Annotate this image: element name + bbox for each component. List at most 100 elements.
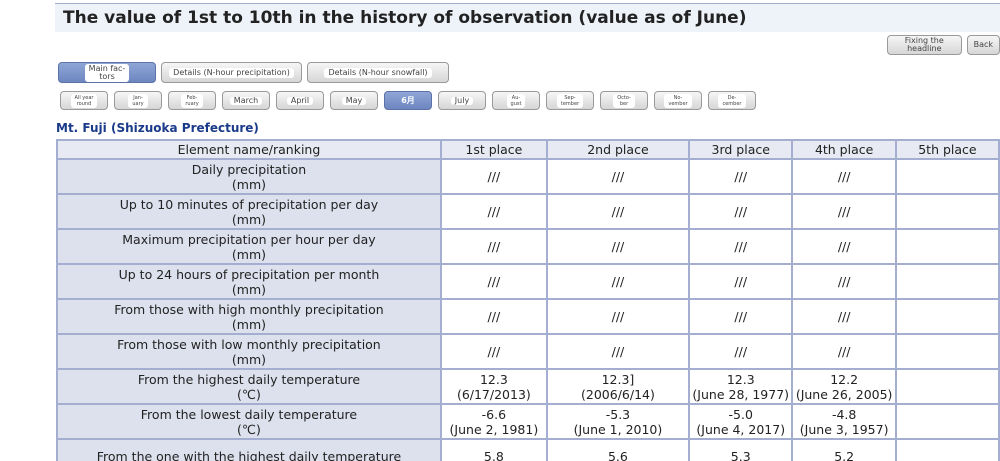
- element-name: From the lowest daily temperature (℃): [56, 403, 442, 440]
- column-header: 5th place: [894, 139, 1000, 160]
- element-name: Daily precipitation (mm): [56, 158, 442, 195]
- tab-button[interactable]: Main fac- tors: [58, 62, 156, 83]
- ranking-value: 12.3 (6/17/2013): [439, 368, 548, 405]
- month-button[interactable]: 6月: [384, 91, 432, 110]
- month-button[interactable]: Sep- tember: [546, 91, 594, 110]
- ranking-value: ///: [545, 193, 691, 230]
- ranking-value: -4.8 (June 3, 1957): [791, 403, 897, 440]
- tab-label: Main fac- tors: [84, 63, 130, 82]
- ranking-value: ///: [439, 193, 548, 230]
- cell: [894, 158, 1000, 195]
- table-row: Maximum precipitation per hour per day (…: [56, 228, 1000, 265]
- table-row: From those with low monthly precipitatio…: [56, 333, 1000, 370]
- ranking-value: ///: [791, 193, 897, 230]
- ranking-value: ///: [545, 158, 691, 195]
- tabs: Main fac- tors Details (N-hour precipitat…: [58, 62, 449, 83]
- cell: [894, 193, 1000, 230]
- month-button[interactable]: All year round: [60, 91, 108, 110]
- ranking-value: ///: [439, 333, 548, 370]
- tab-button[interactable]: Details (N-hour snowfall): [307, 62, 449, 83]
- table-row: From those with high monthly precipitati…: [56, 298, 1000, 335]
- ranking-value: -5.0 (June 4, 2017): [688, 403, 794, 440]
- ranking-value: ///: [439, 158, 548, 195]
- ranking-value: ///: [439, 263, 548, 300]
- month-label: March: [229, 96, 263, 105]
- month-button[interactable]: July: [438, 91, 486, 110]
- ranking-value: ///: [545, 263, 691, 300]
- header-row: Element name/ranking 1st place 2nd place 3r…: [56, 139, 1000, 160]
- month-button[interactable]: Au- gust: [492, 91, 540, 110]
- month-button[interactable]: No- vember: [654, 91, 702, 110]
- month-label: May: [341, 96, 367, 105]
- month-label: Octo- ber: [613, 93, 635, 108]
- top-buttons: Fixing the headline Back: [887, 35, 1000, 55]
- table-row: Daily precipitation (mm)////////////: [56, 158, 1000, 195]
- month-button[interactable]: Octo- ber: [600, 91, 648, 110]
- ranking-value: 5.6: [545, 438, 691, 461]
- month-label: Au- gust: [506, 93, 526, 108]
- ranking-value: ///: [688, 298, 794, 335]
- ranking-value: 5.8: [439, 438, 548, 461]
- ranking-value: ///: [791, 298, 897, 335]
- cell: [894, 228, 1000, 265]
- month-button[interactable]: April: [276, 91, 324, 110]
- month-button[interactable]: Feb- ruary: [168, 91, 216, 110]
- month-label: Feb- ruary: [181, 93, 203, 108]
- ranking-value: 12.2 (June 26, 2005): [791, 368, 897, 405]
- table-row: Up to 24 hours of precipitation per mont…: [56, 263, 1000, 300]
- ranking-value: ///: [439, 228, 548, 265]
- cell: [894, 368, 1000, 405]
- month-label: De- cember: [718, 93, 746, 108]
- table-row: From the highest daily temperature (℃) 12…: [56, 368, 1000, 405]
- ranking-table: Element name/ranking 1st place 2nd place 3r…: [56, 139, 1000, 461]
- month-button[interactable]: Jan- uary: [114, 91, 162, 110]
- ranking-value: -5.3 (June 1, 2010): [545, 403, 691, 440]
- month-label: July: [450, 96, 474, 105]
- table-row: Up to 10 minutes of precipitation per da…: [56, 193, 1000, 230]
- ranking-value: ///: [545, 298, 691, 335]
- column-header: 4th place: [791, 139, 897, 160]
- ranking-value: ///: [545, 228, 691, 265]
- top-button[interactable]: Fixing the headline: [887, 35, 962, 55]
- tab-button[interactable]: Details (N-hour precipitation): [161, 62, 302, 83]
- month-label: No- vember: [664, 93, 692, 108]
- ranking-value: ///: [791, 158, 897, 195]
- ranking-value: ///: [791, 228, 897, 265]
- month-label: Sep- tember: [556, 93, 584, 108]
- ranking-value: ///: [545, 333, 691, 370]
- month-label: April: [286, 96, 314, 105]
- ranking-value: ///: [791, 333, 897, 370]
- month-button[interactable]: De- cember: [708, 91, 756, 110]
- top-button[interactable]: Back: [966, 35, 1000, 55]
- station-heading: Mt. Fuji (Shizuoka Prefecture): [56, 121, 259, 135]
- page-title: The value of 1st to 10th in the history …: [55, 3, 1000, 32]
- ranking-value: 5.3: [688, 438, 794, 461]
- month-label: All year round: [70, 93, 98, 108]
- column-header: 3rd place: [688, 139, 794, 160]
- element-name: Maximum precipitation per hour per day (…: [56, 228, 442, 265]
- element-name: From the one with the highest daily temp…: [56, 438, 442, 461]
- tab-label: Details (N-hour precipitation): [169, 67, 294, 78]
- ranking-value: ///: [688, 228, 794, 265]
- month-button[interactable]: May: [330, 91, 378, 110]
- cell: [894, 403, 1000, 440]
- element-name: From those with high monthly precipitati…: [56, 298, 442, 335]
- tab-label: Details (N-hour snowfall): [324, 67, 432, 78]
- month-button[interactable]: March: [222, 91, 270, 110]
- ranking-value: 12.3] (2006/6/14): [545, 368, 691, 405]
- column-header: 2nd place: [545, 139, 691, 160]
- column-header: Element name/ranking: [56, 139, 442, 160]
- cell: [894, 263, 1000, 300]
- ranking-value: ///: [688, 193, 794, 230]
- month-buttons: All year round Jan- uary Feb- ruary March Ap…: [60, 91, 756, 110]
- ranking-value: ///: [791, 263, 897, 300]
- column-header: 1st place: [439, 139, 548, 160]
- ranking-value: 12.3 (June 28, 1977): [688, 368, 794, 405]
- ranking-value: -6.6 (June 2, 1981): [439, 403, 548, 440]
- ranking-value: ///: [439, 298, 548, 335]
- table-row: From the lowest daily temperature (℃) -6.…: [56, 403, 1000, 440]
- ranking-value: ///: [688, 333, 794, 370]
- cell: [894, 333, 1000, 370]
- element-name: Up to 10 minutes of precipitation per da…: [56, 193, 442, 230]
